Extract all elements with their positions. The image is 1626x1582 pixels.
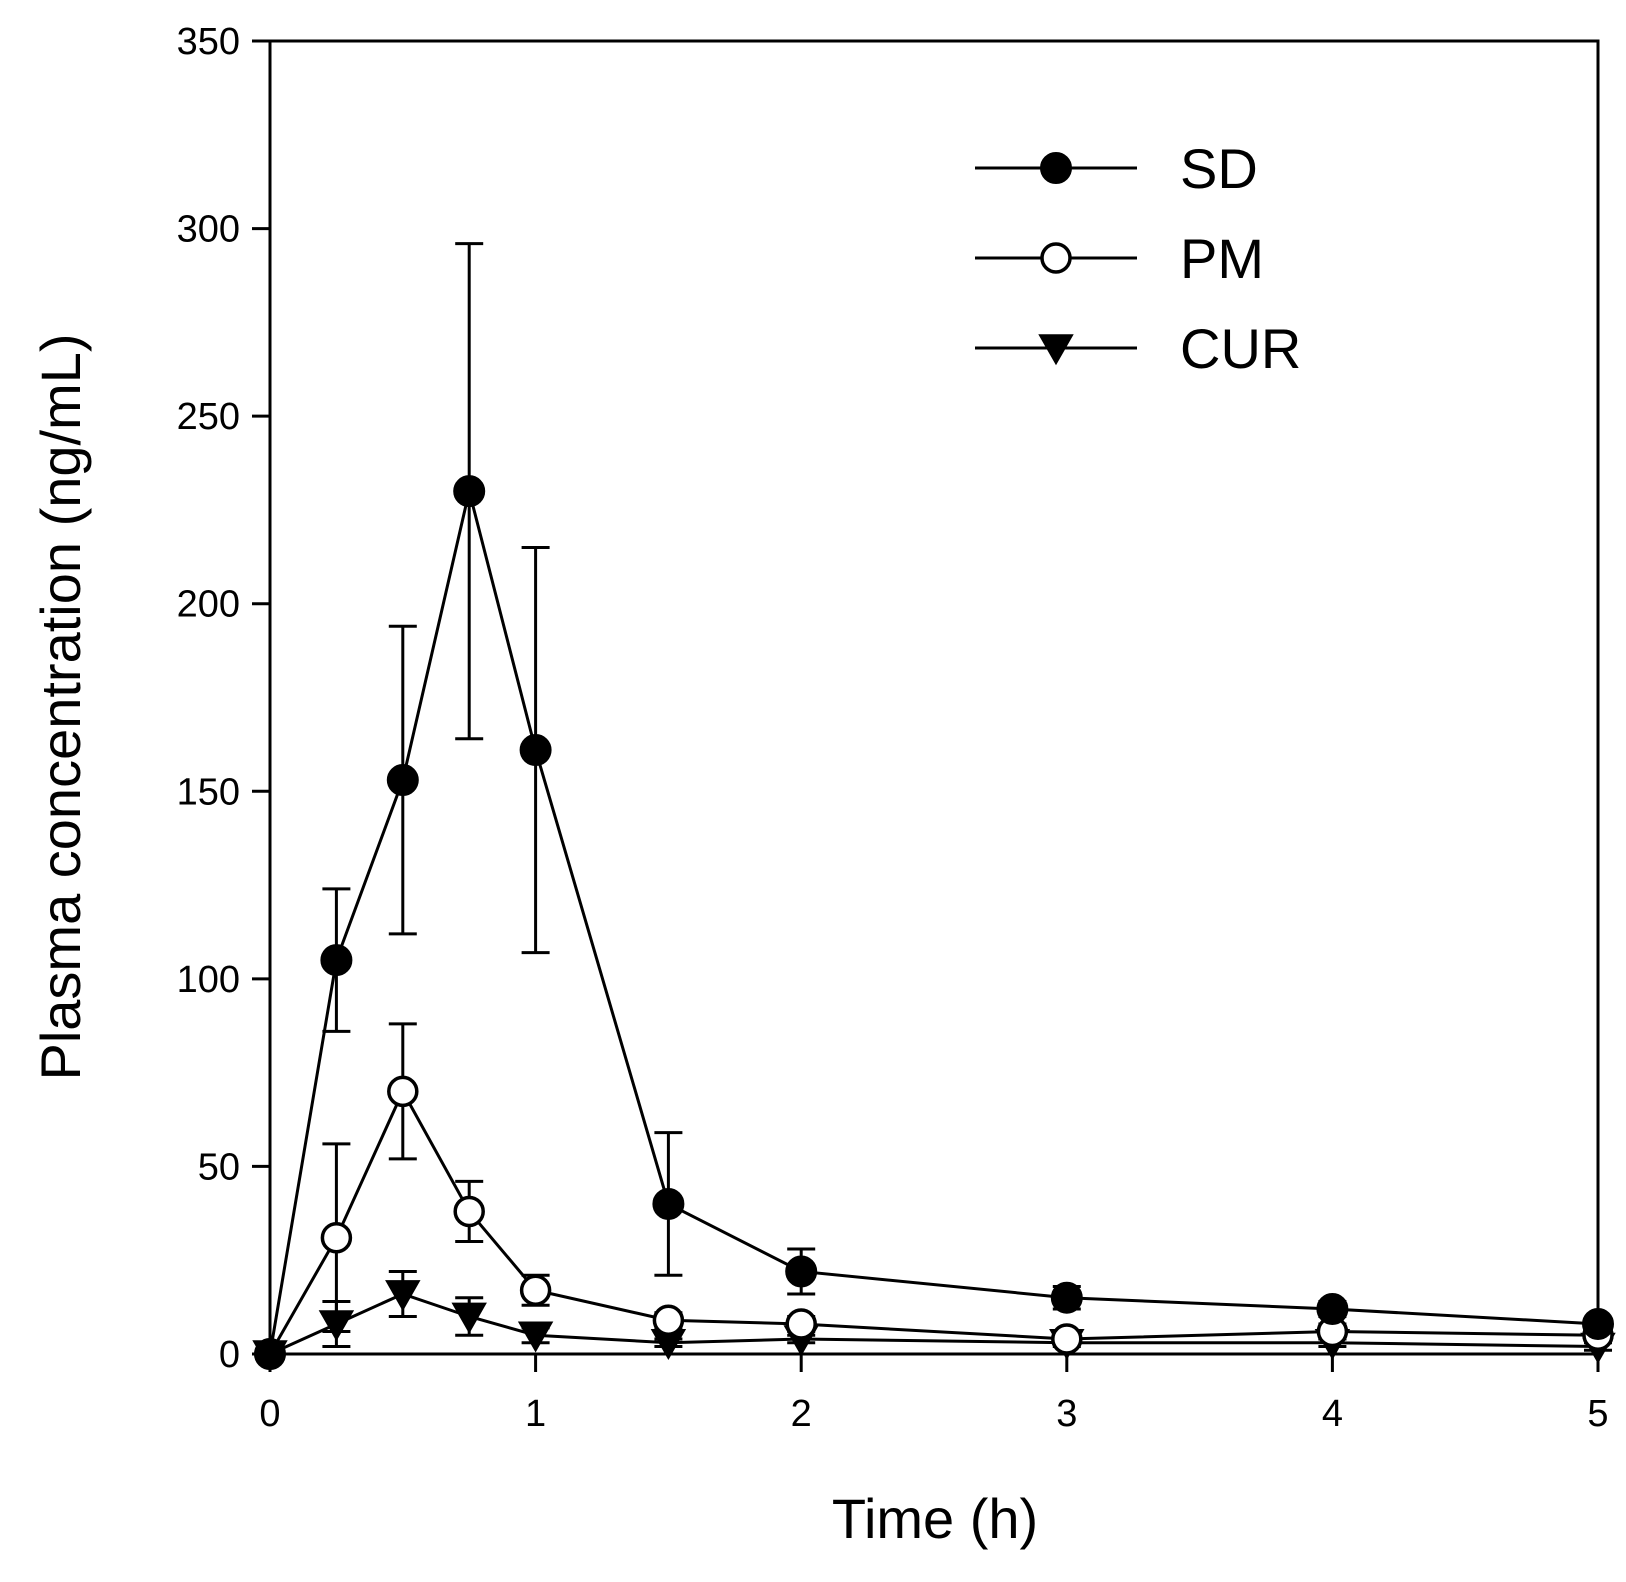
data-point	[387, 1075, 419, 1108]
y-tick-label: 0	[219, 1334, 240, 1376]
series-line	[268, 490, 1599, 1355]
y-tick-label: 250	[177, 396, 240, 438]
plot-frame	[268, 39, 1600, 1356]
series-line	[268, 1088, 1599, 1355]
x-tick-label: 4	[1322, 1393, 1343, 1435]
y-tick-label: 100	[177, 959, 240, 1001]
series-line	[269, 1292, 1599, 1356]
data-point	[254, 1338, 286, 1370]
x-axis-label: Time (h)	[832, 1487, 1038, 1550]
legend-marker	[1040, 152, 1072, 184]
plot-border	[268, 39, 1600, 1356]
x-tick-label: 2	[791, 1393, 812, 1435]
x-tick-label: 5	[1587, 1393, 1608, 1435]
x-axis-ticks: 0 1 2 3 4 5	[259, 1354, 1609, 1435]
data-point	[785, 1255, 818, 1288]
legend: SD PM CUR	[975, 137, 1301, 380]
y-tick-label: 50	[198, 1146, 240, 1188]
y-tick-label: 200	[177, 584, 240, 626]
data-point	[386, 764, 419, 797]
y-axis-ticks: 0 50 100 150 200 250 300 350	[177, 21, 270, 1376]
x-tick-label: 1	[525, 1393, 546, 1435]
data-point	[1051, 1323, 1083, 1355]
data-point	[453, 475, 486, 508]
data-point	[1050, 1281, 1083, 1314]
x-tick-label: 0	[259, 1393, 280, 1435]
y-tick-label: 300	[177, 209, 240, 251]
data-point	[451, 1302, 487, 1334]
legend-marker	[1038, 334, 1074, 366]
y-tick-label: 150	[177, 771, 240, 813]
legend-item-sd: SD	[975, 137, 1258, 200]
series-layer	[252, 242, 1616, 1372]
legend-item-cur: CUR	[975, 317, 1301, 380]
legend-marker	[1040, 242, 1072, 274]
x-tick-label: 3	[1056, 1393, 1077, 1435]
data-point	[320, 944, 353, 977]
data-point	[519, 1274, 552, 1306]
legend-label: CUR	[1180, 317, 1301, 380]
data-point	[519, 734, 552, 767]
legend-label: PM	[1180, 227, 1264, 290]
data-point	[1316, 1292, 1349, 1325]
series-sd	[254, 242, 1614, 1370]
legend-label: SD	[1180, 137, 1258, 200]
legend-item-pm: PM	[975, 227, 1264, 290]
data-point	[652, 1187, 685, 1220]
data-point	[385, 1280, 421, 1312]
data-point	[1582, 1307, 1614, 1340]
data-point	[453, 1195, 485, 1228]
y-tick-label: 350	[177, 21, 240, 63]
data-point	[785, 1308, 817, 1340]
y-axis-label: Plasma concentration (ng/mL)	[29, 333, 92, 1080]
data-point	[517, 1321, 554, 1353]
data-point	[652, 1304, 685, 1336]
data-point	[320, 1221, 353, 1254]
